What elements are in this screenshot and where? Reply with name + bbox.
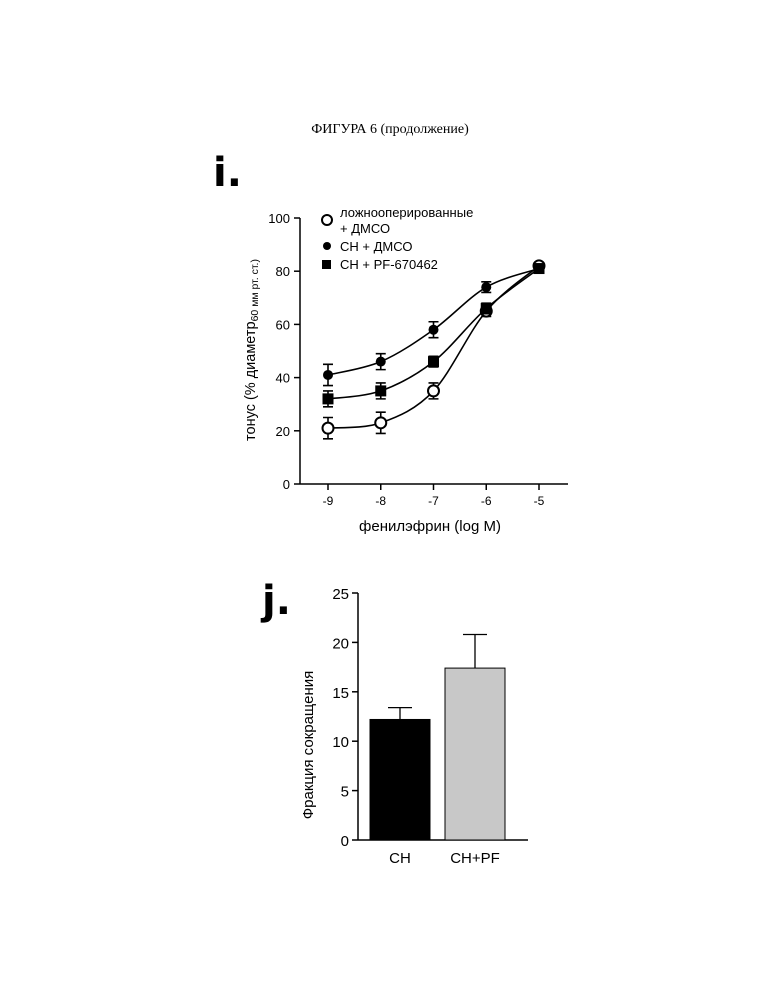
bar-error-bar [388, 708, 412, 720]
bar-y-tick-label: 5 [341, 784, 349, 801]
bar-y-tick-label: 10 [332, 734, 349, 751]
bar-ch-pf [445, 668, 505, 840]
bar-ch [370, 719, 430, 840]
bar-category-label: СН [389, 850, 411, 867]
bar-y-tick-label: 25 [332, 586, 349, 603]
bar-y-tick-label: 0 [341, 833, 349, 850]
bar-category-label: СН+PF [450, 850, 500, 867]
bar-error-bar [463, 634, 487, 668]
bar-y-axis-title: Фракция сокращения [300, 671, 317, 819]
bar-y-tick-label: 20 [332, 635, 349, 652]
bar-y-tick-label: 15 [332, 685, 349, 702]
